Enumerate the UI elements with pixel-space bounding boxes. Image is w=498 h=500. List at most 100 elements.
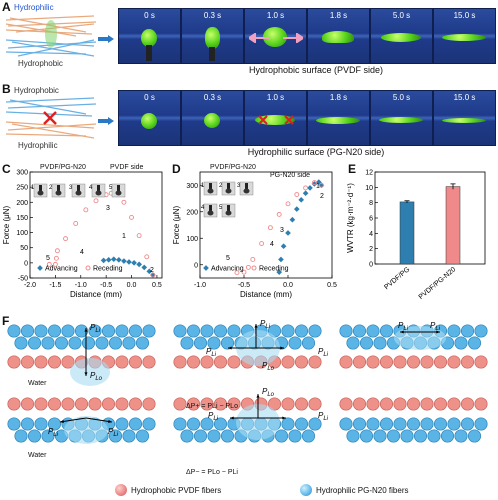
panel-d-side: PG-N20 side — [270, 172, 311, 179]
pg-fiber — [173, 417, 187, 431]
pg-fiber — [68, 336, 82, 350]
pvdf-fiber — [101, 397, 116, 411]
pg-fiber — [352, 417, 367, 431]
pg-fiber — [281, 417, 295, 431]
pvdf-fiber — [460, 397, 475, 411]
inset-number: 4 — [201, 205, 205, 211]
pvdf-fiber — [7, 355, 21, 369]
pg-fiber — [20, 417, 35, 431]
pg-fiber — [227, 324, 241, 338]
force-arrowhead — [84, 372, 88, 376]
pg-fiber — [54, 336, 69, 350]
receding-point — [267, 225, 273, 231]
force-arrow — [85, 417, 113, 423]
force-arrowhead — [254, 324, 258, 328]
pvdf-fiber — [47, 355, 62, 369]
pvdf-fiber — [420, 397, 434, 411]
pg-fiber — [115, 324, 129, 338]
receding-point — [144, 254, 150, 260]
y-tick-label: 12 — [365, 170, 373, 177]
legend-pg: Hydrophilic PG-N20 fibers — [316, 486, 409, 495]
pressure-label: PLo — [262, 387, 275, 398]
pg-fiber — [7, 417, 21, 431]
y-tick-label: 50 — [20, 245, 28, 252]
pg-fiber — [366, 417, 380, 431]
receding-point — [245, 264, 251, 270]
pg-fiber — [108, 336, 123, 350]
curve-point-label: 2 — [150, 267, 154, 274]
pg-fiber — [339, 417, 353, 431]
pg-fiber — [47, 417, 62, 431]
pvdf-fiber — [406, 355, 421, 369]
force-arrowhead — [400, 330, 404, 334]
pressure-label: PLi — [90, 323, 101, 334]
force-arrowhead — [436, 330, 440, 334]
y-tick-label: 300 — [16, 170, 28, 177]
receding-point — [303, 185, 309, 191]
frame-a-6: 15.0 s — [433, 8, 496, 64]
pressure-label: PLi — [318, 411, 329, 422]
pg-fiber — [301, 336, 316, 350]
pg-fiber — [213, 324, 228, 338]
advancing-point — [136, 261, 142, 268]
pg-fiber — [180, 429, 194, 443]
curve-point-label: 5 — [226, 255, 230, 262]
pg-fiber — [352, 324, 367, 338]
pressure-label: PLi — [48, 427, 59, 438]
panel-b-bottom-layer-label: Hydrophilic — [18, 141, 58, 150]
pg-fiber — [433, 417, 448, 431]
advancing-point — [116, 257, 122, 263]
advancing-point — [298, 196, 305, 203]
curve-point-label: 4 — [80, 249, 84, 256]
x-tick-label: -1.0 — [75, 282, 87, 289]
inset-number: 1 — [201, 183, 205, 189]
force-arrowhead — [84, 328, 88, 332]
pvdf-fiber — [20, 397, 35, 411]
inset-droplet — [207, 210, 214, 216]
pvdf-fiber — [339, 397, 353, 411]
pvdf-fiber — [186, 355, 201, 369]
pvdf-fiber — [352, 355, 367, 369]
pg-fiber — [200, 417, 214, 431]
pg-fiber — [14, 429, 28, 443]
frame-time: 1.8 s — [329, 93, 348, 102]
pvdf-fiber — [200, 397, 214, 411]
y-tick-label: 300 — [186, 183, 198, 190]
pg-fiber — [447, 417, 461, 431]
panel-d-sample: PVDF/PG-N20 — [210, 164, 256, 171]
pg-fiber — [440, 429, 455, 443]
panel-e-chart: 0 2 4 6 8 10 12 WVTR (kg·m⁻²·d⁻¹) PVDF/PG PVDF/PG… — [346, 170, 486, 301]
pg-fiber — [200, 324, 214, 338]
advancing-point — [289, 216, 296, 223]
pg-fiber — [122, 429, 136, 443]
inset-probe — [117, 185, 120, 191]
frame-a-2: 0.3 s — [181, 8, 244, 64]
panel-label-b: B — [2, 82, 11, 96]
inset-probe — [227, 205, 230, 211]
plot-frame — [374, 171, 486, 265]
pg-fiber — [220, 429, 235, 443]
force-arrowhead — [256, 394, 260, 398]
advancing-point — [285, 230, 291, 236]
pg-fiber — [454, 429, 468, 443]
pvdf-fiber — [173, 397, 187, 411]
pvdf-fiber — [474, 397, 488, 411]
x-tick-label: -1.5 — [49, 282, 61, 289]
inset-droplet — [243, 188, 250, 194]
y-tick-label: 10 — [365, 185, 373, 192]
panel-a-caption: Hydrophobic surface (PVDF side) — [248, 65, 384, 75]
inset-number: 1 — [31, 185, 35, 191]
panel-c-chart: -2.0 -1.5 -1.0 -0.5 0.0 0.5 -50 0 50 100 150 200 250… — [2, 170, 163, 299]
receding-point — [150, 272, 156, 278]
pg-fiber — [101, 324, 116, 338]
receding-point — [259, 241, 265, 247]
frame-time: 5.0 s — [392, 11, 411, 20]
pvdf-fiber — [447, 355, 461, 369]
pg-fiber — [128, 324, 143, 338]
pg-fiber — [474, 324, 488, 338]
receding-point — [54, 248, 60, 254]
pvdf-fiber — [406, 397, 421, 411]
pg-fiber — [41, 429, 55, 443]
pvdf-fiber — [420, 355, 434, 369]
pg-fiber — [74, 324, 89, 338]
